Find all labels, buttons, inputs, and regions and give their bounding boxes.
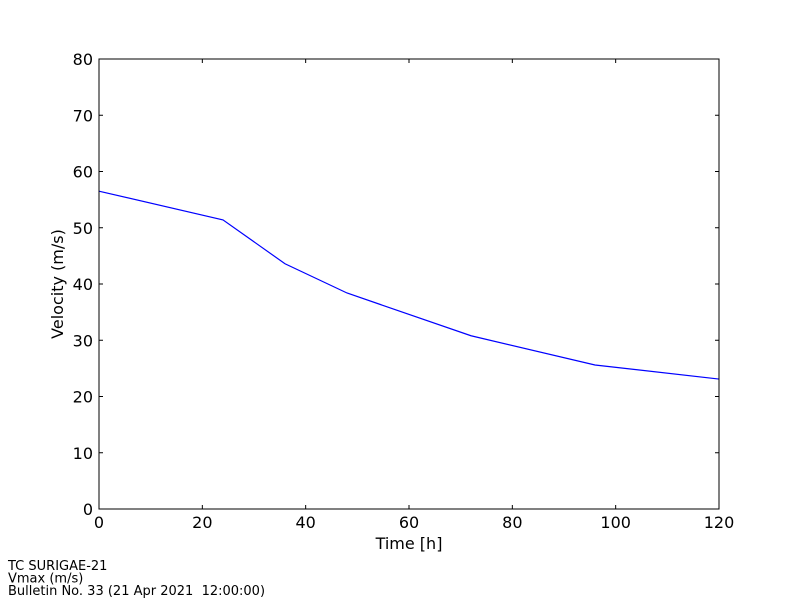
y-tick-label: 80 [73,50,93,69]
x-tick-label: 60 [399,513,419,532]
y-tick-label: 10 [73,444,93,463]
series-line [98,190,720,380]
x-tick-label: 20 [192,513,212,532]
y-axis-label: Velocity (m/s) [48,229,67,339]
footer-note: Vmax (m/s) [8,572,83,587]
footer-note: Bulletin No. 33 (21 Apr 2021 12:00:00) [8,584,265,599]
y-tick-label: 50 [73,219,93,238]
plot-frame [98,58,720,510]
y-tick-label: 20 [73,388,93,407]
y-tick-label: 60 [73,163,93,182]
x-axis-label: Time [h] [375,534,443,553]
x-tick-label: 40 [295,513,315,532]
footer-note: TC SURIGAE-21 [7,559,107,574]
y-tick-label: 30 [73,331,93,350]
x-tick-label: 0 [94,513,104,532]
x-tick-label: 120 [704,513,735,532]
x-tick-label: 100 [600,513,631,532]
y-tick-label: 0 [83,500,93,519]
y-tick-label: 40 [73,275,93,294]
x-tick-label: 80 [502,513,522,532]
y-tick-label: 70 [73,106,93,125]
